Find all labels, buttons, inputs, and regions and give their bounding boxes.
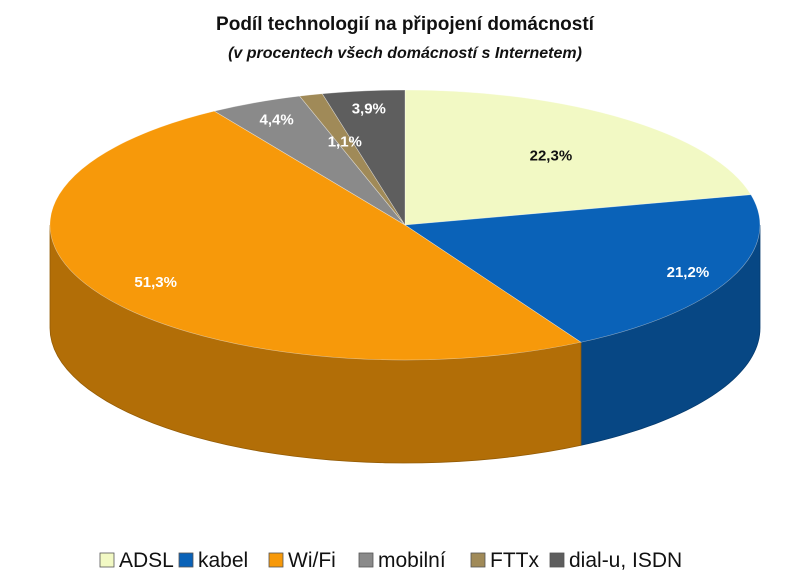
legend-swatch-dial-u-isdn: [549, 552, 565, 568]
legend-label-wi-fi: Wi/Fi: [288, 549, 336, 572]
data-labels: 22,3% 21,2% 51,3% 4,4% 1,1% 3,9%: [134, 100, 709, 291]
legend-swatch-adsl: [99, 552, 115, 568]
legend-item-mobilni: mobilní: [358, 549, 446, 572]
pie-slice-adsl: [404, 89, 752, 226]
pie-slice-wi-fi: [49, 110, 582, 361]
legend-label-adsl: ADSL: [119, 549, 174, 572]
chart-subtitle: (v procentech všech domácností s Interne…: [228, 45, 582, 62]
data-label-dial-u-isdn: 3,9%: [352, 100, 386, 117]
legend-swatch-wi-fi: [268, 552, 284, 568]
legend-item-kabel: kabel: [178, 549, 248, 572]
legend: ADSL kabel Wi/Fi mobilní FTTx dial-u, ISDN: [99, 549, 682, 572]
legend-label-kabel: kabel: [198, 549, 248, 572]
data-label-fttx: 1,1%: [328, 134, 362, 151]
data-label-kabel: 21,2%: [667, 264, 710, 281]
data-label-adsl: 22,3%: [530, 147, 573, 164]
data-label-wi-fi: 51,3%: [134, 274, 177, 291]
legend-swatch-kabel: [178, 552, 194, 568]
legend-label-mobilni: mobilní: [378, 549, 446, 572]
pie-slice-kabel: [404, 194, 761, 343]
data-label-mobilni: 4,4%: [259, 112, 293, 129]
pie-plot-area: [49, 89, 761, 464]
pie-slice-dial-u-isdn: [321, 89, 406, 227]
legend-label-dial-u-isdn: dial-u, ISDN: [569, 549, 682, 572]
legend-item-dial-u-isdn: dial-u, ISDN: [549, 549, 682, 572]
legend-item-fttx: FTTx: [470, 549, 539, 572]
legend-item-adsl: ADSL: [99, 549, 174, 572]
chart-title: Podíl technologií na připojení domácnost…: [216, 14, 595, 35]
legend-swatch-fttx: [470, 552, 486, 568]
legend-swatch-mobilni: [358, 552, 374, 568]
legend-item-wi-fi: Wi/Fi: [268, 549, 336, 572]
legend-label-fttx: FTTx: [490, 549, 539, 572]
